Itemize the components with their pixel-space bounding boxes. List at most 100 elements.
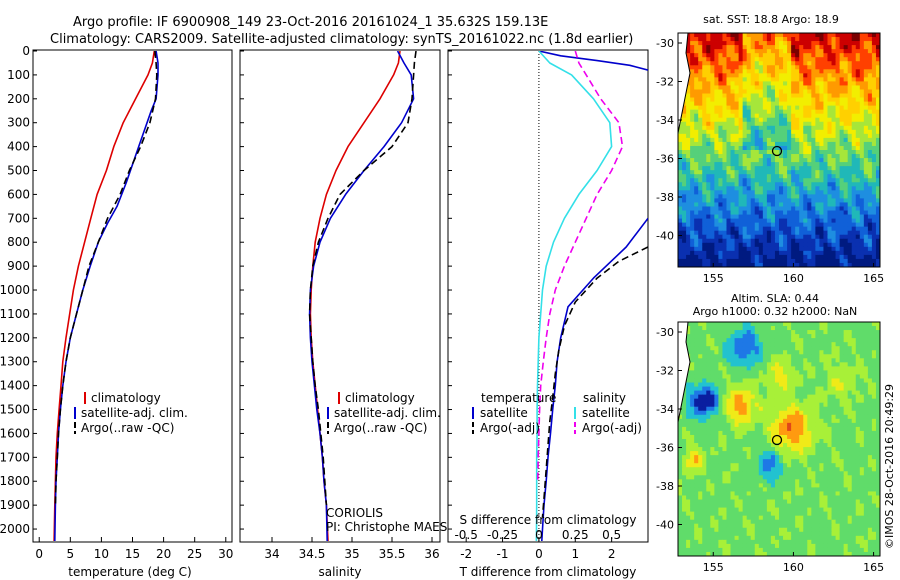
depth-tick-label-14: 1400 <box>0 379 30 393</box>
sla-map-cell <box>843 386 849 391</box>
sst-map-cell <box>714 154 719 159</box>
sla-map-cell <box>839 390 845 396</box>
sla-map-cell <box>698 430 703 436</box>
sst-map-cell <box>823 174 828 179</box>
sst-map-cell <box>706 246 711 252</box>
sla-map-cell <box>847 434 853 440</box>
sst-map-cell <box>823 89 828 94</box>
sst-map-cell <box>754 77 760 82</box>
sla-map-cell <box>863 418 869 424</box>
sla-map-cell <box>702 422 707 428</box>
sst-map-cell <box>815 57 820 62</box>
sst-map-cell <box>730 158 735 163</box>
sla-map-cell <box>766 378 772 383</box>
sst-map-cell <box>770 113 776 119</box>
sst-map-cell <box>831 89 836 94</box>
sla-map-cell <box>799 418 804 424</box>
sst-map-cell <box>686 145 691 151</box>
sla-map-cell <box>754 430 760 436</box>
sla-map-cell <box>746 346 752 351</box>
sst-map-cell <box>851 145 857 151</box>
sla-map-cell <box>847 402 853 408</box>
sst-map-cell <box>714 41 719 46</box>
sla-map-cell <box>758 447 764 452</box>
sst-map-cell <box>694 158 699 163</box>
sst-map-cell <box>799 182 804 187</box>
sla-map-cell <box>766 346 772 351</box>
sla-map-cell <box>795 471 800 476</box>
sst-map-cell <box>867 238 873 244</box>
sla-map-cell <box>686 455 691 460</box>
sla-map-cell <box>766 426 772 432</box>
sla-map-cell <box>783 459 788 464</box>
sla-map-cell <box>875 394 880 400</box>
sla-map-cell <box>762 471 768 476</box>
sla-map-cell <box>754 358 760 363</box>
sla-map-cell <box>855 370 861 375</box>
sst-map-cell <box>779 238 784 244</box>
sla-map-cell <box>758 346 764 351</box>
sla-map-cell <box>714 467 719 472</box>
sst-map-cell <box>787 262 792 267</box>
sst-map-cell <box>734 101 739 107</box>
sst-map-cell <box>851 45 857 50</box>
sst-map-cell <box>750 77 756 82</box>
sst-map-cell <box>698 93 703 98</box>
sla-map-cell <box>807 410 812 416</box>
sla-map-cell <box>859 338 865 343</box>
sla-map-cell <box>819 451 824 456</box>
sst-map-cell <box>714 125 719 131</box>
sla-map-cell <box>839 374 845 379</box>
sla-map-cell <box>726 394 731 400</box>
sst-map-cell <box>779 121 784 127</box>
sst-map-cell <box>803 166 808 171</box>
sst-map-cell <box>774 49 780 54</box>
s-difference-tick-label-2: 0 <box>535 528 543 542</box>
sst-map-cell <box>811 81 816 86</box>
sla-map-cell <box>678 422 683 428</box>
sst-map-cell <box>847 226 853 232</box>
sst-map-cell <box>690 109 695 115</box>
sla-map-cell <box>750 326 756 331</box>
sst-map-cell <box>722 162 727 167</box>
sst-map-cell <box>726 85 731 90</box>
sst-map-cell <box>827 33 832 38</box>
difference-series-line-3 <box>535 51 613 541</box>
sst-map-cell <box>682 194 687 199</box>
sst-map-cell <box>815 141 820 147</box>
temperature-legend-climatology: climatology <box>91 391 161 405</box>
sla-map-cell <box>791 390 796 396</box>
sla-map-cell <box>690 467 695 472</box>
sla-map-cell <box>847 330 853 335</box>
sst-map-cell <box>710 73 715 78</box>
sla-map-cell <box>758 374 764 379</box>
sst-map-cell <box>770 226 776 232</box>
sst-map-cell <box>851 158 857 163</box>
sla-map-cell <box>787 414 792 420</box>
sla-map-cell <box>875 374 880 379</box>
sst-map-cell <box>706 121 711 127</box>
sla-map-cell <box>722 366 727 371</box>
sla-map-cell <box>843 398 849 404</box>
sla-map-cell <box>799 382 804 387</box>
sst-map-cell <box>734 113 739 119</box>
sst-map-cell <box>746 65 752 70</box>
sla-map-cell <box>779 467 784 472</box>
sst-map-cell <box>787 81 792 86</box>
sla-map-cell <box>859 467 865 472</box>
sla-map-cell <box>766 326 772 331</box>
sst-map-cell <box>678 178 683 183</box>
sst-map-cell <box>686 234 691 240</box>
sst-map-cell <box>750 234 756 240</box>
sst-map-cell <box>734 81 739 86</box>
sst-map-cell <box>779 250 784 256</box>
sst-map-cell <box>702 214 707 219</box>
sla-map-cell <box>843 338 849 343</box>
sst-map-cell <box>835 73 840 78</box>
sst-map-cell <box>734 178 739 183</box>
sla-map-cell <box>807 455 812 460</box>
sst-map-cell <box>766 202 772 207</box>
sla-map-cell <box>766 463 772 468</box>
sst-map-cell <box>851 262 857 267</box>
sst-map-cell <box>855 218 861 224</box>
